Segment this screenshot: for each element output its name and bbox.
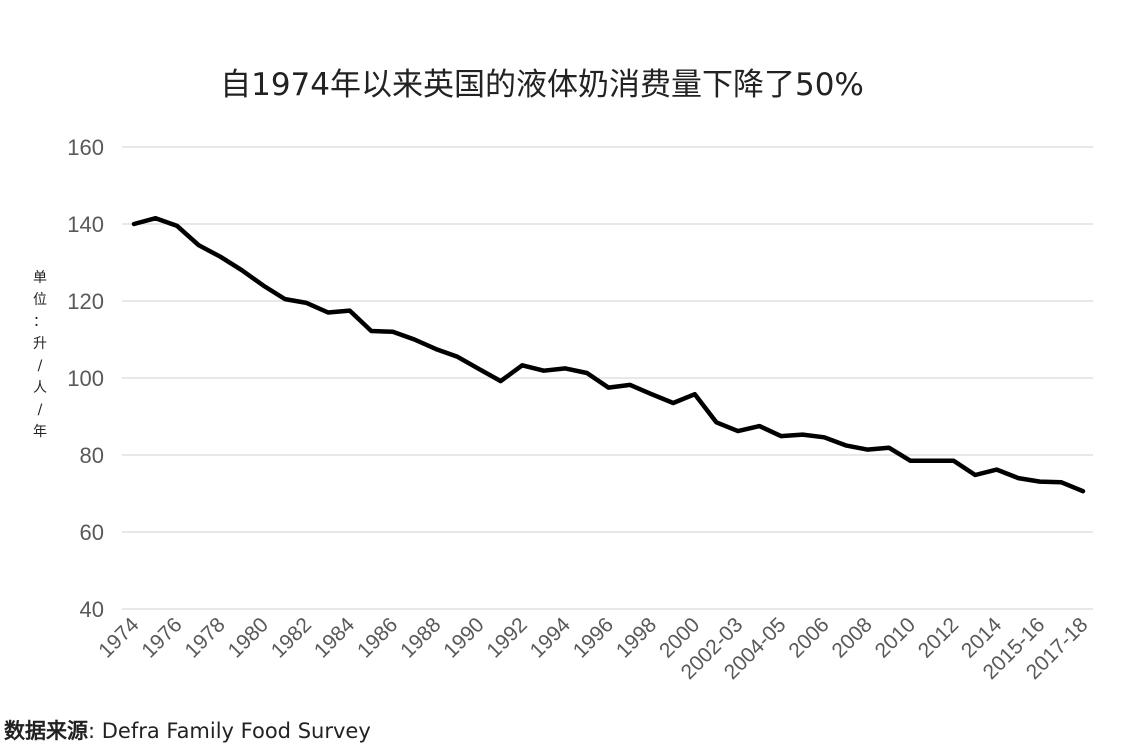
x-tick-label: 1994: [526, 613, 576, 663]
y-axis-label-char: ：: [33, 314, 47, 330]
x-tick-label: 1978: [181, 613, 230, 662]
x-tick-label: 1990: [439, 613, 488, 662]
y-tick-label: 120: [67, 289, 104, 314]
y-axis-label: 单位 ： 升 / 人 / 年: [33, 270, 47, 440]
y-axis-label-char: 升: [33, 336, 47, 352]
x-tick-label: 1996: [569, 613, 618, 662]
source-label: 数据来源: [4, 719, 88, 743]
gridlines: [122, 146, 1093, 610]
y-tick-label: 100: [67, 366, 104, 391]
source-text: : Defra Family Food Survey: [88, 719, 371, 743]
y-axis-label-char: 位: [33, 292, 47, 308]
x-axis-tick-labels: 1974197619781980198219841986198819901992…: [94, 613, 1092, 684]
y-tick-label: 40: [80, 597, 104, 622]
y-axis-label-char: 人: [33, 380, 47, 396]
x-tick-label: 1980: [224, 613, 273, 662]
y-tick-label: 140: [67, 212, 104, 237]
x-tick-label: 1998: [612, 613, 661, 662]
y-axis-label-char: /: [38, 358, 43, 374]
y-axis-label-char: 年: [33, 424, 47, 440]
x-tick-label: 2006: [784, 613, 833, 662]
x-tick-label: 1988: [396, 613, 445, 662]
x-tick-label: 1986: [353, 613, 402, 662]
y-tick-label: 80: [80, 443, 104, 468]
y-axis-label-char: /: [38, 402, 43, 418]
y-axis-label-char: 单: [33, 270, 47, 286]
series-line-0: [131, 215, 1086, 494]
series-layer: [131, 215, 1086, 494]
y-tick-label: 160: [67, 135, 104, 160]
y-axis-tick-labels: 40 60 80 100 120 140 160: [67, 135, 104, 622]
x-tick-label: 1982: [267, 613, 316, 662]
y-tick-label: 60: [80, 520, 104, 545]
x-tick-label: 2012: [914, 613, 963, 662]
x-tick-label: 1992: [482, 613, 531, 662]
x-tick-label: 2010: [871, 613, 920, 662]
x-tick-label: 2008: [828, 613, 877, 662]
x-tick-label: 1984: [310, 613, 360, 663]
x-tick-label: 1976: [137, 613, 186, 662]
chart-title: 自1974年以来英国的液体奶消费量下降了50%: [220, 67, 864, 103]
data-source-note: 数据来源: Defra Family Food Survey: [4, 715, 371, 745]
